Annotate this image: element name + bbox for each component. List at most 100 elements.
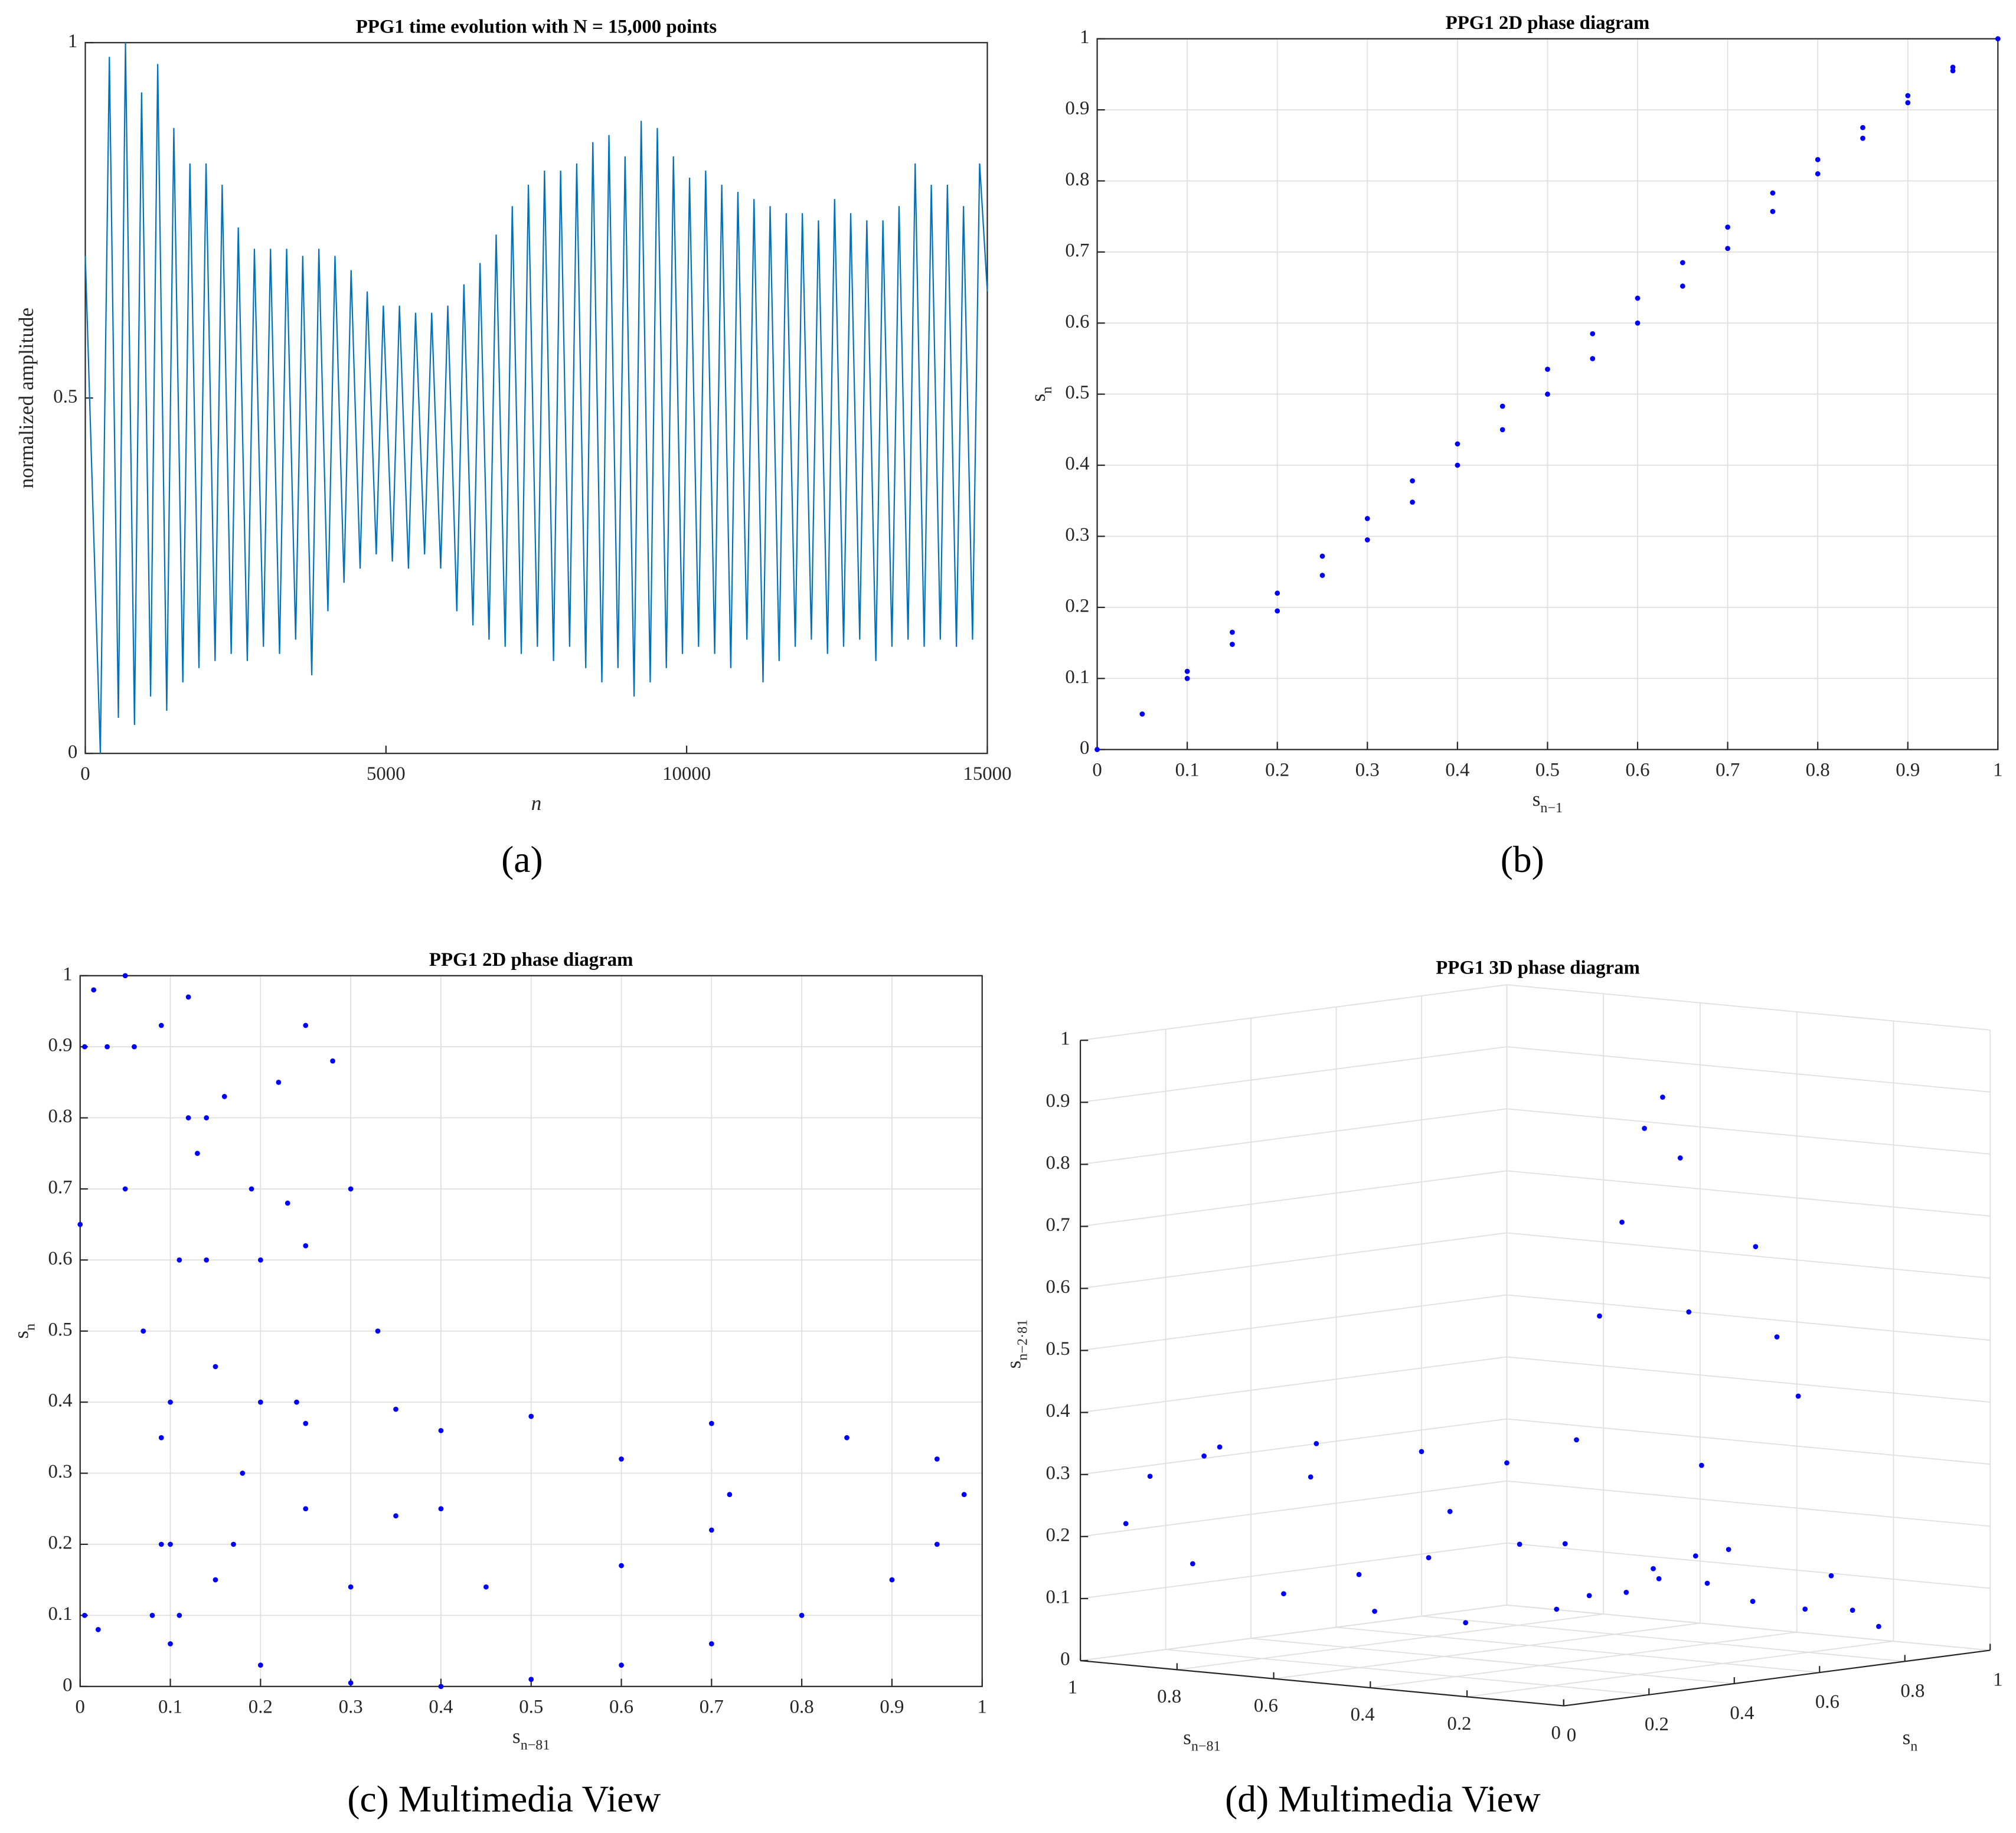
point — [285, 1200, 290, 1206]
grid-line — [1080, 1356, 1507, 1413]
x-tick-label: 15000 — [963, 763, 1011, 785]
point — [330, 1058, 335, 1064]
x-tick-label: 5000 — [367, 763, 406, 785]
x-tick-label: 0.8 — [1157, 1686, 1181, 1707]
point — [1419, 1449, 1424, 1455]
point — [1950, 64, 1956, 70]
point — [619, 1563, 624, 1569]
point — [1123, 1521, 1129, 1527]
point — [1642, 1126, 1647, 1131]
grid-line — [1507, 1542, 1991, 1589]
point — [528, 1677, 534, 1682]
grid-line — [1507, 1108, 1991, 1155]
point — [619, 1456, 624, 1462]
grid-line — [1421, 1615, 1905, 1662]
point — [257, 1399, 263, 1405]
point — [1680, 283, 1685, 289]
y-tick-label: 0.6 — [1815, 1691, 1839, 1713]
point — [1319, 553, 1325, 559]
point — [1410, 499, 1415, 505]
y-axis-label-sub: n — [1910, 1739, 1917, 1754]
point — [185, 994, 191, 1000]
point — [727, 1492, 733, 1498]
point — [1517, 1541, 1522, 1547]
y-axis-label: sn — [1903, 1726, 1918, 1754]
x-axis-label: sn−81 — [512, 1724, 550, 1752]
point — [1597, 1313, 1602, 1319]
y-tick-label: 0.5 — [53, 386, 77, 407]
point — [844, 1435, 849, 1440]
point — [168, 1541, 173, 1547]
point — [141, 1328, 146, 1334]
y-tick-label: 0.2 — [1645, 1714, 1669, 1735]
grid-line — [1080, 1232, 1507, 1289]
point — [231, 1541, 236, 1547]
point — [1504, 1460, 1509, 1466]
grid-line — [1080, 1604, 1507, 1661]
x-tick-label: 1 — [1993, 759, 2002, 780]
point — [185, 1115, 191, 1120]
y-tick-label: 1 — [1080, 27, 1089, 48]
chart-title: PPG1 time evolution with N = 15,000 poin… — [356, 17, 717, 38]
x-tick-label: 0 — [76, 1697, 85, 1718]
x-tick-label: 0.2 — [1447, 1713, 1471, 1734]
point — [95, 1627, 101, 1632]
point — [1308, 1474, 1313, 1480]
point — [348, 1584, 354, 1590]
z-tick-label: 0.5 — [1046, 1338, 1070, 1360]
point — [104, 1044, 110, 1050]
point — [1545, 391, 1550, 397]
point — [1364, 515, 1370, 521]
grid-line — [1507, 1294, 1991, 1341]
z-axis-label: sn−2·81 — [1002, 1319, 1031, 1368]
x-tick-label: 0.5 — [519, 1697, 543, 1718]
grid-line — [1507, 1480, 1991, 1527]
grid-line — [1080, 1170, 1507, 1227]
point — [708, 1420, 714, 1426]
point — [1699, 1462, 1704, 1468]
grid-line — [1370, 1631, 1797, 1688]
y-axis-label: sn — [9, 1324, 38, 1339]
point — [276, 1079, 282, 1085]
point — [303, 1506, 309, 1512]
z-tick-label: 0 — [1060, 1649, 1070, 1670]
point — [1184, 668, 1190, 674]
x-tick-label: 0.6 — [1625, 759, 1649, 780]
grid-line — [1507, 1604, 1991, 1651]
point — [1275, 590, 1280, 596]
y-tick-label: 0.6 — [48, 1248, 73, 1269]
point — [1590, 356, 1596, 361]
grid-line — [1273, 1622, 1701, 1680]
x-axis-label-base: s — [1183, 1726, 1191, 1749]
y-tick-label: 1 — [68, 31, 77, 52]
point — [1815, 171, 1821, 177]
point — [1905, 93, 1911, 99]
point — [257, 1257, 263, 1263]
x-tick-label: 0 — [80, 763, 90, 785]
point — [1770, 190, 1776, 196]
x-axis-label: sn−1 — [1533, 788, 1563, 816]
point — [177, 1612, 182, 1618]
z-tick-label: 0.1 — [1046, 1586, 1070, 1607]
z-tick-label: 1 — [1060, 1028, 1070, 1050]
point — [1802, 1606, 1808, 1612]
point — [934, 1456, 940, 1462]
point — [1677, 1155, 1683, 1161]
grid-line — [1507, 984, 1991, 1031]
grid-line — [1080, 1294, 1507, 1351]
grid-line — [1507, 1170, 1991, 1217]
point — [1184, 675, 1190, 681]
x-tick-label: 0.2 — [1265, 759, 1289, 780]
point — [294, 1399, 299, 1405]
x-axis-label: sn−81 — [1183, 1726, 1220, 1754]
point — [213, 1577, 218, 1583]
point — [1623, 1590, 1629, 1595]
y-axis-label: sn — [1027, 387, 1055, 402]
point — [1774, 1334, 1780, 1339]
point — [1217, 1444, 1223, 1450]
x-tick-label: 0.4 — [1351, 1704, 1375, 1726]
point — [1275, 608, 1280, 614]
point — [1281, 1591, 1286, 1597]
point — [1860, 125, 1865, 130]
